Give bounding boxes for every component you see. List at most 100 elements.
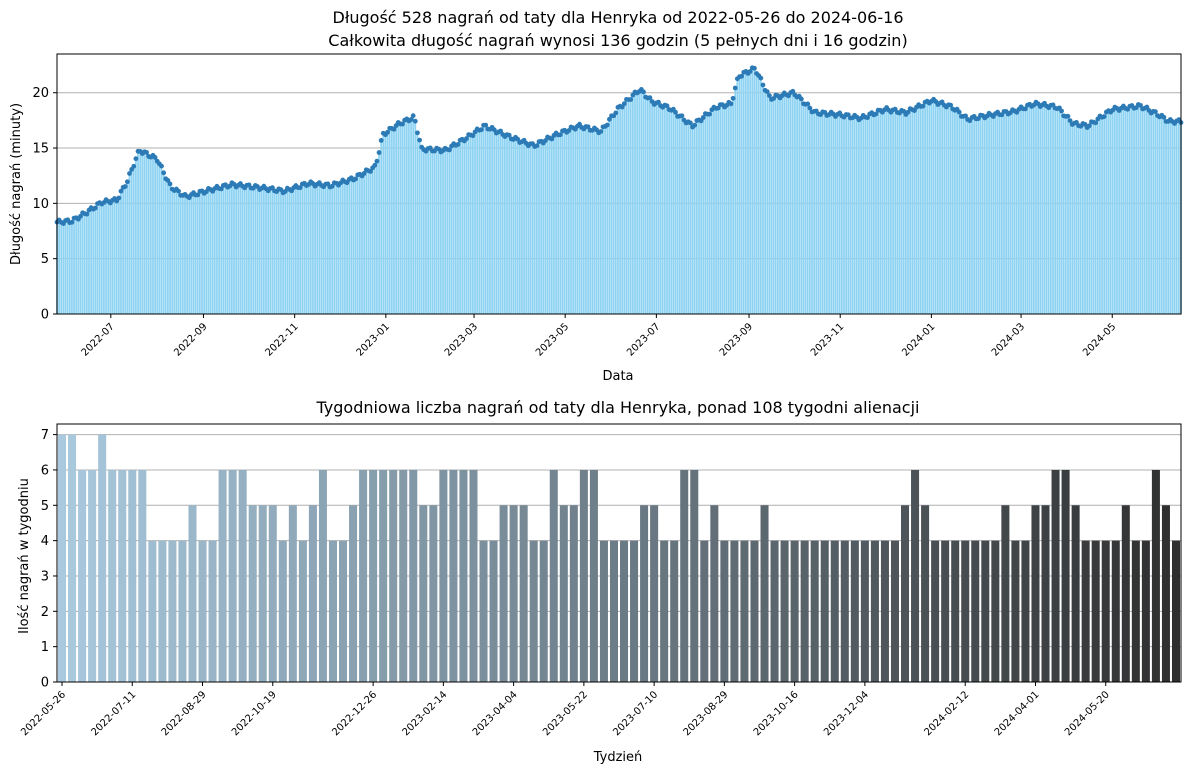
- top-bar: [796, 97, 798, 314]
- top-bar: [567, 130, 570, 314]
- bottom-y-tick-label: 5: [41, 499, 49, 514]
- top-bar: [715, 108, 717, 315]
- top-bar: [657, 102, 660, 314]
- top-bar: [167, 180, 169, 314]
- top-bar: [704, 113, 707, 314]
- top-bar: [280, 189, 282, 314]
- top-bar: [514, 137, 517, 314]
- bottom-bar: [1021, 540, 1030, 682]
- bottom-bar: [469, 469, 478, 682]
- top-bar: [75, 217, 78, 314]
- top-bar: [429, 147, 432, 314]
- top-bar: [179, 195, 182, 314]
- top-marker: [515, 136, 521, 142]
- bottom-x-tick-label: 2024-05-20: [1063, 689, 1112, 738]
- top-bar: [721, 104, 724, 314]
- top-bar: [941, 101, 944, 314]
- top-bar: [535, 145, 538, 314]
- top-marker: [707, 111, 713, 117]
- top-bar: [98, 202, 101, 314]
- top-bar: [602, 126, 604, 314]
- bottom-bar: [128, 469, 137, 682]
- top-marker: [963, 113, 968, 119]
- top-bar: [990, 114, 993, 315]
- top-bar: [834, 116, 837, 315]
- top-bar: [896, 112, 899, 315]
- top-bar: [855, 117, 858, 314]
- top-bar: [881, 112, 884, 315]
- top-marker: [122, 184, 128, 189]
- bottom-bar: [971, 540, 980, 682]
- top-marker: [118, 188, 124, 194]
- top-bar: [331, 186, 334, 314]
- top-x-tick-label: 2022-11: [263, 321, 300, 358]
- top-bar: [887, 110, 890, 314]
- top-bar: [1148, 110, 1150, 315]
- top-bar: [804, 104, 807, 314]
- top-marker: [1138, 102, 1143, 108]
- top-chart-title-line2: Całkowita długość nagrań wynosi 136 godz…: [328, 31, 907, 50]
- top-bar: [1090, 121, 1093, 314]
- top-bar: [661, 107, 664, 314]
- top-bar: [685, 122, 688, 314]
- top-bar: [815, 110, 818, 315]
- top-bar: [817, 114, 820, 315]
- top-bar: [508, 135, 511, 314]
- bottom-x-tick-label: 2022-07-11: [90, 689, 139, 738]
- top-bar: [582, 128, 585, 314]
- top-marker: [92, 205, 98, 211]
- top-bar: [713, 107, 715, 314]
- top-bar: [386, 132, 389, 314]
- top-bar: [759, 78, 762, 314]
- top-bar: [836, 114, 839, 314]
- top-bar: [235, 186, 238, 314]
- top-bar: [555, 132, 557, 314]
- top-bar: [390, 128, 393, 314]
- bottom-bar: [1101, 540, 1110, 682]
- top-bar: [885, 107, 888, 315]
- top-bar: [736, 78, 739, 314]
- top-bar: [132, 166, 135, 314]
- top-bar: [960, 116, 963, 314]
- top-bar: [1092, 122, 1095, 314]
- top-bar: [813, 111, 816, 315]
- top-x-tick-label: 2023-07: [625, 321, 662, 358]
- bottom-y-tick-label: 4: [41, 534, 49, 549]
- top-bar: [1154, 111, 1157, 315]
- top-bar: [322, 186, 325, 314]
- bottom-bar: [178, 540, 187, 682]
- top-marker: [1059, 108, 1064, 114]
- top-bar: [866, 117, 869, 315]
- top-bar: [646, 98, 649, 315]
- top-bar: [1081, 123, 1084, 315]
- top-bar: [335, 183, 338, 314]
- top-marker: [920, 103, 926, 109]
- top-x-tick-label: 2023-03: [443, 321, 480, 358]
- top-bar: [94, 208, 97, 314]
- top-bar: [693, 125, 696, 315]
- top-bar: [670, 110, 673, 314]
- top-chart-x-label: Data: [602, 369, 633, 384]
- bottom-bar: [901, 505, 910, 682]
- top-marker: [607, 116, 612, 122]
- top-bar: [612, 115, 615, 314]
- top-bar: [203, 193, 206, 314]
- top-bar: [275, 191, 278, 314]
- top-bar: [503, 136, 506, 314]
- top-bar: [1049, 105, 1052, 314]
- top-bar: [463, 140, 466, 314]
- top-bar: [851, 117, 854, 315]
- top-bar: [1028, 104, 1031, 315]
- top-marker: [647, 95, 653, 101]
- top-bar: [902, 111, 905, 315]
- top-bar: [1018, 109, 1020, 314]
- top-bar: [248, 184, 250, 314]
- top-bar: [1105, 112, 1108, 315]
- top-bar: [1086, 127, 1089, 314]
- top-marker: [218, 186, 224, 192]
- top-bar: [698, 119, 700, 314]
- top-bar: [329, 187, 331, 314]
- bottom-bar: [479, 540, 488, 682]
- top-marker: [1153, 109, 1158, 115]
- top-bar: [971, 117, 973, 315]
